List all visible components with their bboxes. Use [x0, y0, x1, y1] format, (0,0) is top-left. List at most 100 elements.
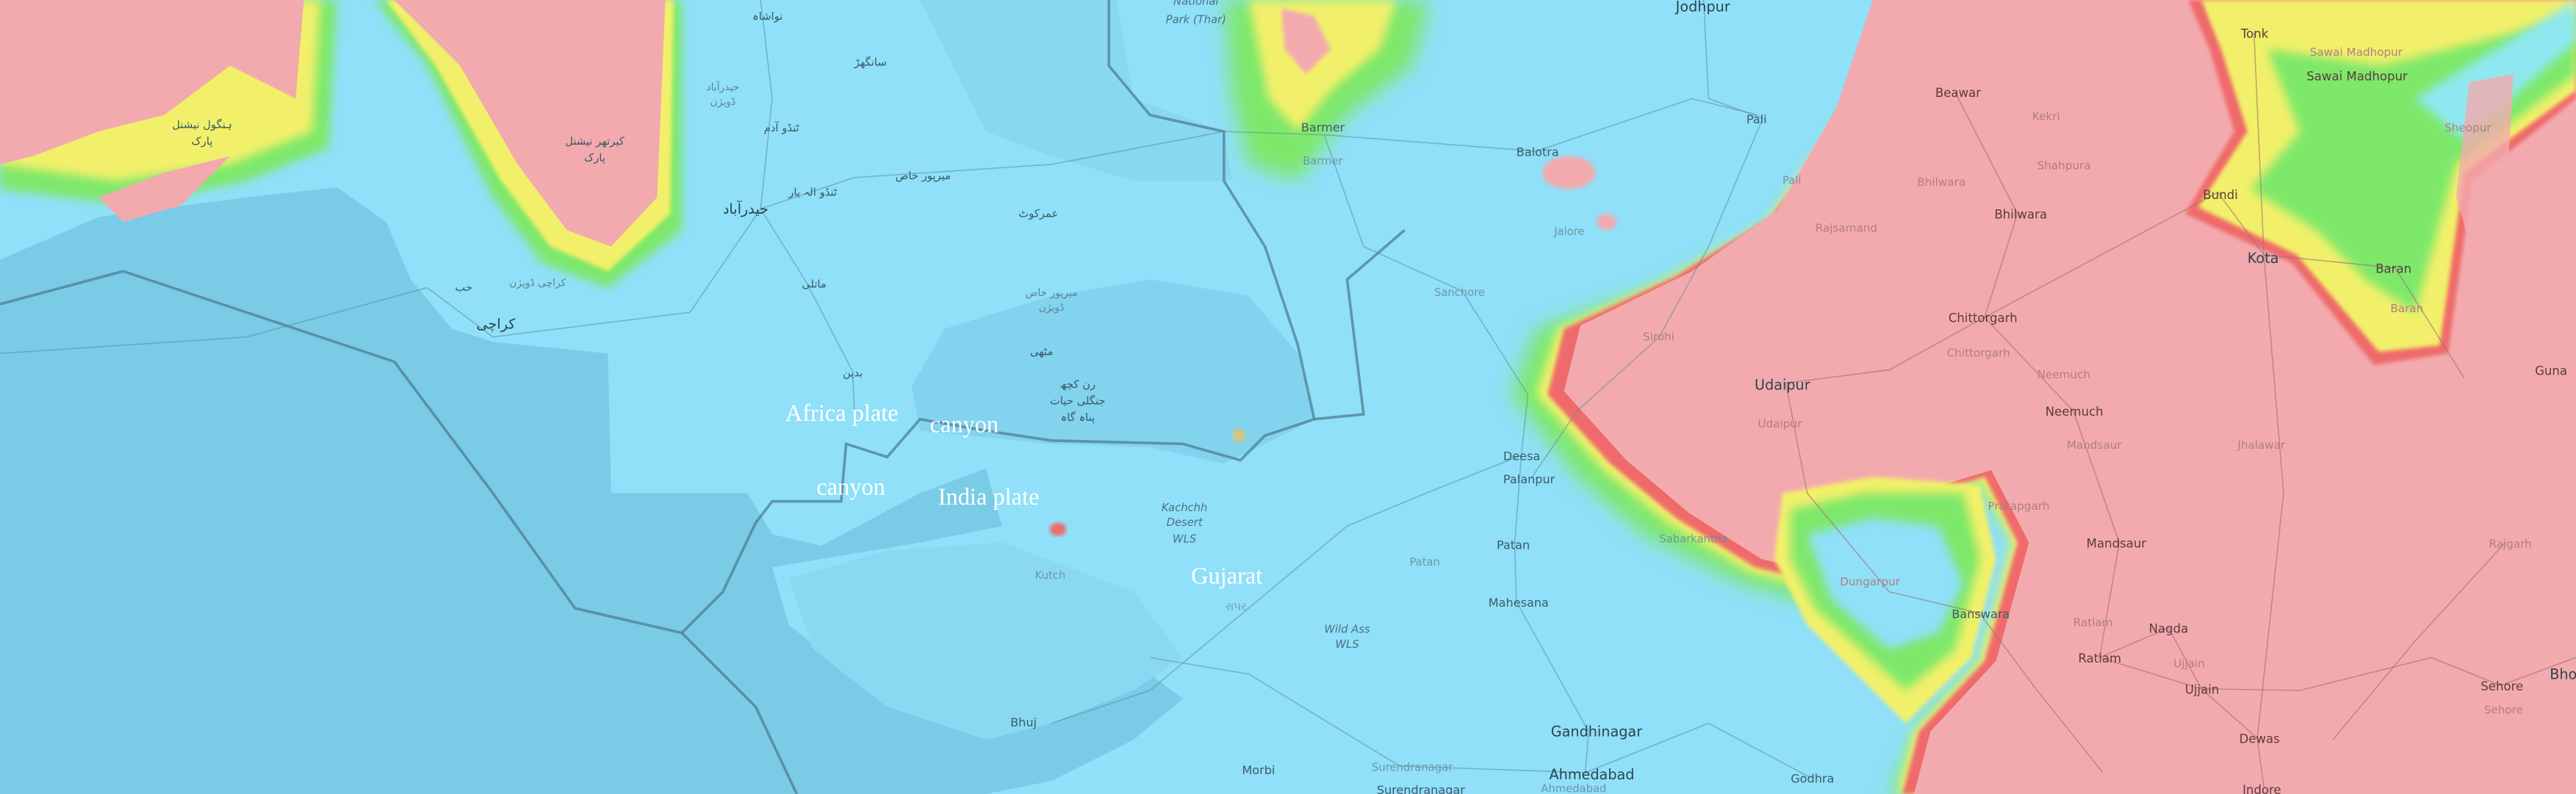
place-label: Jodhpur: [1675, 0, 1730, 15]
place-label: مٹھی: [1030, 345, 1053, 358]
place-label: Gandhinagar: [1551, 723, 1642, 740]
place-label: Rajsamand: [1816, 222, 1877, 235]
place-label: Chittorgarh: [1949, 311, 2018, 325]
place-label: Dewas: [2239, 732, 2280, 746]
place-label: Guna: [2535, 364, 2567, 378]
borders: [0, 0, 1406, 794]
place-label: بدین: [843, 367, 863, 380]
kutch-peninsula: [788, 542, 1183, 740]
place-label: Dungarpur: [1840, 575, 1900, 588]
rann-of-kutch: [911, 279, 1314, 464]
place-label: Jhalawar: [2237, 438, 2286, 452]
place-label: حیدرآباد: [723, 200, 769, 217]
place-label: Bundi: [2203, 188, 2237, 202]
place-label: Surendranagar: [1372, 762, 1453, 774]
place-label: Neemuch: [2046, 405, 2104, 419]
place-label: Banswara: [1951, 607, 2010, 621]
india-labels: National Park (Thar) Jodhpur Barmer Barm…: [1010, 0, 2576, 794]
place-label: Udaipur: [1757, 417, 1802, 430]
place-label: Park (Thar): [1166, 13, 1226, 26]
place-label: Bhuj: [1010, 715, 1037, 729]
place-label: ٹنڈو الہ یار: [788, 186, 838, 198]
place-label: Tonk: [2240, 26, 2269, 40]
place-label: Indore: [2242, 783, 2281, 794]
place-label: پارک: [192, 135, 213, 148]
place-label: Nagda: [2149, 622, 2189, 636]
place-label: رن کچھ: [1060, 378, 1095, 391]
place-label: Barmer: [1301, 120, 1345, 134]
place-label: Ahmedabad: [1550, 766, 1635, 783]
place-label: ڈویژن: [710, 96, 736, 108]
place-label: Udaipur: [1755, 376, 1810, 393]
place-label: Kota: [2248, 250, 2279, 267]
place-label: Rajgarh: [2489, 537, 2531, 550]
place-label: Baran: [2375, 262, 2411, 276]
place-label: Mandsaur: [2087, 536, 2147, 550]
africa-plate-label: Africa plate: [785, 400, 899, 427]
place-label: Palanpur: [1503, 472, 1555, 486]
place-label: Ratlam: [2079, 652, 2122, 665]
place-label: میرپور خاص: [896, 170, 951, 182]
place-label: Ujjain: [2173, 657, 2205, 671]
place-label: جنگلی حیات: [1050, 394, 1105, 408]
place-label: Beawar: [1935, 86, 1981, 100]
place-label: Deesa: [1503, 450, 1540, 463]
place-label: Bhilwara: [1994, 208, 2047, 222]
place-label: کراچی ڈویژن: [509, 277, 566, 289]
place-label: National: [1173, 0, 1219, 8]
canyon-label: canyon: [816, 474, 885, 501]
place-label: Sirohi: [1643, 330, 1674, 343]
place-label: Mahesana: [1489, 596, 1549, 610]
place-label: Patan: [1497, 538, 1530, 552]
isolated-hills: [1049, 156, 1617, 536]
place-label: Pali: [1746, 112, 1767, 126]
place-label: Pali: [1782, 175, 1801, 187]
place-label: Sawai Madhopur: [2310, 46, 2403, 59]
place-label: Mandsaur: [2067, 438, 2123, 452]
place-label: میرپور خاص: [1026, 287, 1078, 299]
place-label: Jalore: [1553, 225, 1584, 238]
place-label: Ratlam: [2073, 616, 2113, 629]
place-label: Surendranagar: [1377, 783, 1466, 794]
place-label: Desert: [1167, 516, 1204, 529]
place-label: Kutch: [1035, 569, 1066, 582]
india-plate-label: India plate: [938, 484, 1040, 510]
place-label: Sehore: [2484, 703, 2523, 716]
place-label: Barmer: [1303, 155, 1343, 167]
place-label: نواشاہ: [752, 10, 782, 23]
canyon-label: canyon: [930, 412, 999, 438]
place-label: Baran: [2390, 302, 2423, 315]
place-label: Godhra: [1791, 771, 1834, 785]
thar-desert-shade: [920, 0, 1232, 181]
place-label: WLS: [1173, 533, 1196, 546]
place-label: ٹنڈو آدم: [764, 121, 800, 134]
place-label: پارک: [584, 151, 605, 164]
place-label: حب: [455, 281, 472, 294]
place-label: Sehore: [2480, 679, 2523, 693]
place-label: Ahmedabad: [1541, 783, 1606, 794]
place-label: Kekri: [2032, 109, 2060, 123]
place-label: کیرتھر نیشنل: [565, 135, 625, 148]
place-label: WLS: [1335, 638, 1359, 651]
place-label: کراچی: [476, 316, 516, 333]
place-label: Ujjain: [2185, 682, 2220, 696]
place-label: Pratapgarh: [1988, 499, 2050, 513]
place-label: Shahpura: [2037, 159, 2091, 173]
place-label: Morbi: [1242, 763, 1275, 777]
place-label: ہنگول نیشنل: [172, 118, 232, 131]
place-label: Neemuch: [2037, 368, 2090, 381]
annotation-labels: Africa plate canyon canyon India plate G…: [785, 400, 1262, 590]
place-label: રાપર: [1226, 600, 1247, 613]
place-label: Patan: [1409, 556, 1439, 569]
place-label: Sawai Madhopur: [2306, 70, 2408, 84]
place-label: حیدرآباد: [706, 81, 739, 93]
place-label: ماتلی: [802, 278, 827, 291]
place-label: عمرکوٹ: [1018, 207, 1058, 220]
place-label: Bhilwara: [1917, 176, 1965, 189]
place-label: Bho: [2550, 665, 2576, 682]
gujarat-label: Gujarat: [1191, 563, 1262, 590]
pakistan-labels: نواشاہ سانگھڑ ٹنڈو آدم میرپور خاص ٹنڈو ا…: [172, 10, 1105, 424]
arabian-sea: [0, 187, 1183, 794]
